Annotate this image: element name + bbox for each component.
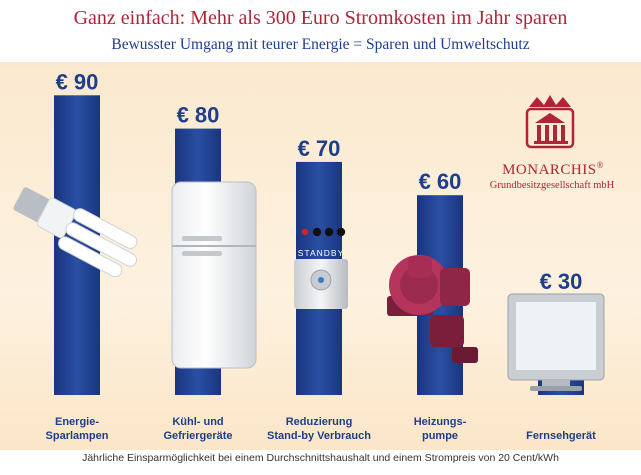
value-label-5: € 30: [540, 269, 583, 294]
value-label-4: € 60: [419, 169, 462, 194]
category-label-3-line-2: Stand-by Verbrauch: [267, 430, 371, 442]
page-subtitle: Bewusster Umgang mit teurer Energie = Sp…: [111, 36, 530, 53]
logo-name: MONARCHIS®: [502, 160, 604, 178]
energy-saving-lamp-icon: [13, 187, 138, 278]
category-label-1-line-2: Sparlampen: [46, 430, 109, 442]
fridge-icon: [171, 181, 257, 369]
category-label-2-line-2: Gefriergeräte: [163, 430, 232, 442]
heating-pump-icon: [387, 255, 478, 363]
logo-subtitle: Grundbesitzgesellschaft mbH: [489, 180, 615, 191]
tv-icon: [507, 293, 605, 391]
standby-label: STANDBY: [298, 248, 345, 258]
value-label-3: € 70: [298, 136, 341, 161]
category-label-4-line-1: Heizungs-: [414, 416, 467, 428]
category-label-3-line-1: Reduzierung: [286, 416, 353, 428]
footnote: Jährliche Einsparmöglichkeit bei einem D…: [82, 452, 559, 464]
category-label-5-line-1: Fernsehgerät: [526, 430, 596, 442]
category-label-1-line-1: Energie-: [55, 416, 99, 428]
category-label-2-line-1: Kühl- und: [172, 416, 223, 428]
value-label-1: € 90: [56, 69, 99, 94]
header: [0, 0, 641, 62]
page-title: Ganz einfach: Mehr als 300 Euro Stromkos…: [73, 7, 568, 29]
category-label-4-line-2: pumpe: [422, 430, 458, 442]
crest-icon: [525, 95, 575, 149]
value-label-2: € 80: [177, 103, 220, 128]
standby-panel-icon: STANDBY: [294, 227, 348, 309]
